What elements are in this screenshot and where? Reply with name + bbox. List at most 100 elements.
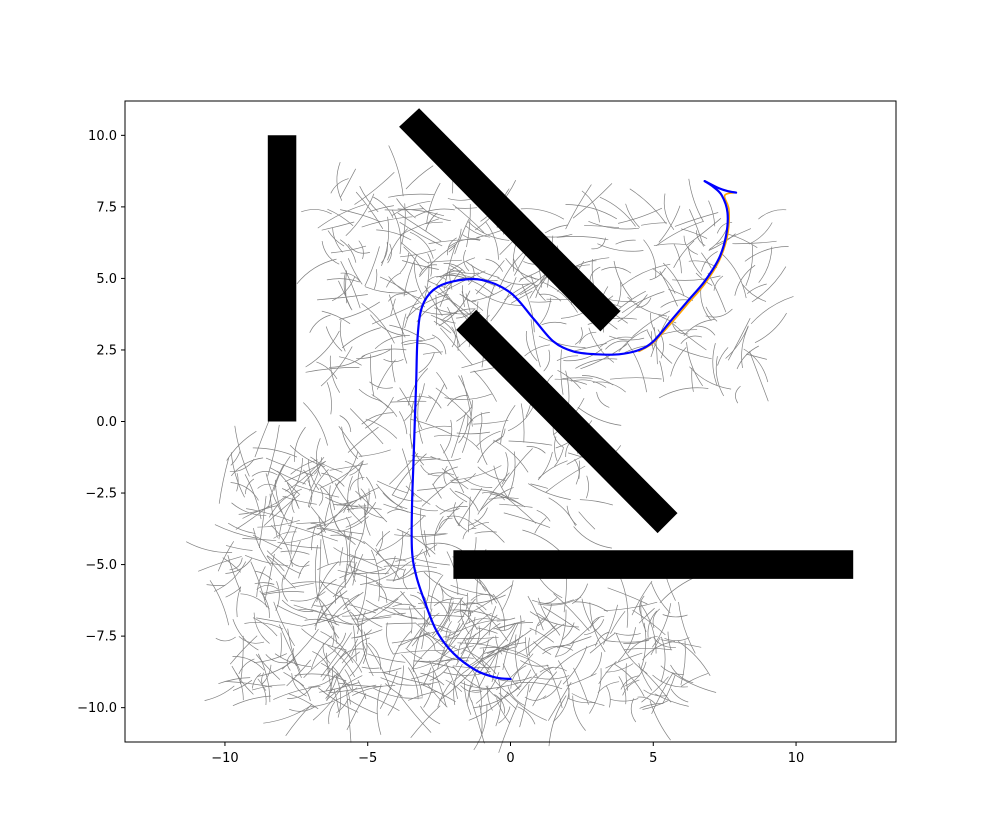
tree-branch bbox=[573, 667, 589, 705]
tree-branch bbox=[399, 221, 443, 247]
tree-branch bbox=[240, 635, 244, 685]
tree-branch bbox=[520, 660, 549, 667]
tree-branch bbox=[597, 681, 620, 693]
tree-branch bbox=[742, 284, 767, 302]
tree-branch bbox=[478, 579, 493, 605]
tree-branch bbox=[363, 488, 370, 518]
tree-branch bbox=[579, 331, 597, 344]
tree-branch bbox=[311, 525, 316, 551]
series-line-3 bbox=[703, 180, 738, 194]
series-line-1 bbox=[410, 180, 729, 681]
tree-branch bbox=[402, 568, 408, 590]
tree-branch bbox=[575, 358, 618, 369]
tree-branch bbox=[368, 667, 402, 674]
x-tick-label: 10 bbox=[788, 751, 805, 766]
tree-branch bbox=[501, 452, 509, 485]
tree-branch bbox=[554, 643, 598, 670]
tree-branch bbox=[400, 252, 409, 273]
tree-branch bbox=[280, 550, 310, 555]
tree-branch bbox=[320, 632, 352, 678]
tree-branch bbox=[438, 517, 453, 529]
tree-branch bbox=[314, 604, 324, 631]
tree-branch bbox=[566, 505, 577, 526]
tree-branch bbox=[433, 501, 464, 537]
tree-branch bbox=[640, 601, 647, 632]
tree-branch bbox=[471, 521, 490, 529]
tree-branch bbox=[650, 582, 671, 614]
tree-branch bbox=[347, 426, 379, 453]
tree-branch bbox=[581, 375, 614, 386]
tree-branch bbox=[425, 221, 443, 225]
tree-branch bbox=[419, 507, 431, 558]
tree-branch bbox=[422, 351, 443, 355]
tree-branch bbox=[545, 465, 586, 493]
tree-branch bbox=[498, 692, 517, 710]
tree-branch bbox=[418, 601, 466, 606]
tree-branch bbox=[446, 273, 494, 295]
tree-branch bbox=[328, 684, 377, 694]
tree-branch bbox=[407, 458, 441, 462]
tree-branch bbox=[391, 200, 431, 216]
tree-branch bbox=[652, 268, 676, 294]
tree-branch bbox=[368, 642, 381, 670]
tree-branch bbox=[641, 668, 672, 703]
tree-branch bbox=[618, 329, 648, 353]
x-axis: −10 −5 0 5 10 bbox=[211, 742, 804, 766]
tree-branch bbox=[338, 682, 383, 687]
tree-branch bbox=[225, 557, 253, 574]
tree-branch bbox=[359, 186, 379, 213]
tree-branch bbox=[294, 673, 346, 682]
tree-branch bbox=[556, 355, 579, 362]
tree-branch bbox=[327, 645, 356, 678]
tree-branch bbox=[396, 198, 416, 219]
tree-branch bbox=[343, 500, 357, 513]
tree-branch bbox=[496, 622, 516, 631]
tree-branch bbox=[293, 604, 339, 617]
tree-branch bbox=[358, 503, 385, 519]
tree-branch bbox=[265, 654, 288, 664]
tree-branch bbox=[458, 375, 473, 409]
tree-branch bbox=[735, 385, 741, 404]
tree-branch bbox=[376, 229, 412, 241]
tree-branch bbox=[420, 533, 446, 536]
tree-branch bbox=[566, 673, 597, 687]
tree-branch bbox=[470, 593, 495, 601]
tree-branch bbox=[537, 612, 561, 636]
tree-branch bbox=[326, 666, 334, 702]
tree-branch bbox=[474, 519, 505, 543]
tree-branch bbox=[391, 631, 430, 644]
tree-branch bbox=[479, 647, 528, 657]
tree-branch bbox=[493, 439, 529, 473]
y-tick-label: −7.5 bbox=[85, 630, 117, 645]
tree-branch bbox=[581, 190, 600, 223]
tree-branch bbox=[307, 479, 313, 508]
tree-branch bbox=[617, 627, 636, 662]
tree-branch bbox=[396, 528, 436, 555]
tree-branch bbox=[388, 294, 406, 338]
tree-branch bbox=[574, 327, 583, 345]
tree-branch bbox=[280, 632, 282, 658]
tree-branch bbox=[291, 581, 345, 588]
tree-branch bbox=[610, 698, 639, 702]
tree-branch bbox=[351, 629, 383, 639]
tree-branch bbox=[328, 701, 336, 725]
tree-branch bbox=[321, 221, 355, 231]
tree-branch bbox=[461, 291, 477, 302]
tree-branch bbox=[516, 624, 558, 655]
tree-branch bbox=[340, 272, 361, 282]
y-tick-label: 7.5 bbox=[96, 200, 117, 215]
tree-branch bbox=[232, 695, 272, 707]
x-tick-label: 5 bbox=[649, 751, 657, 766]
tree-branch bbox=[626, 342, 647, 393]
tree-branch bbox=[355, 490, 388, 523]
tree-branch bbox=[517, 706, 536, 725]
tree-branch bbox=[376, 558, 407, 565]
tree-branch bbox=[499, 676, 532, 682]
tree-branch bbox=[435, 257, 476, 287]
tree-branch bbox=[562, 645, 588, 685]
tree-branch bbox=[209, 580, 230, 626]
tree-branch bbox=[351, 487, 380, 506]
tree-branch bbox=[477, 435, 504, 463]
tree-branch bbox=[385, 622, 416, 625]
tree-branch bbox=[318, 483, 336, 511]
